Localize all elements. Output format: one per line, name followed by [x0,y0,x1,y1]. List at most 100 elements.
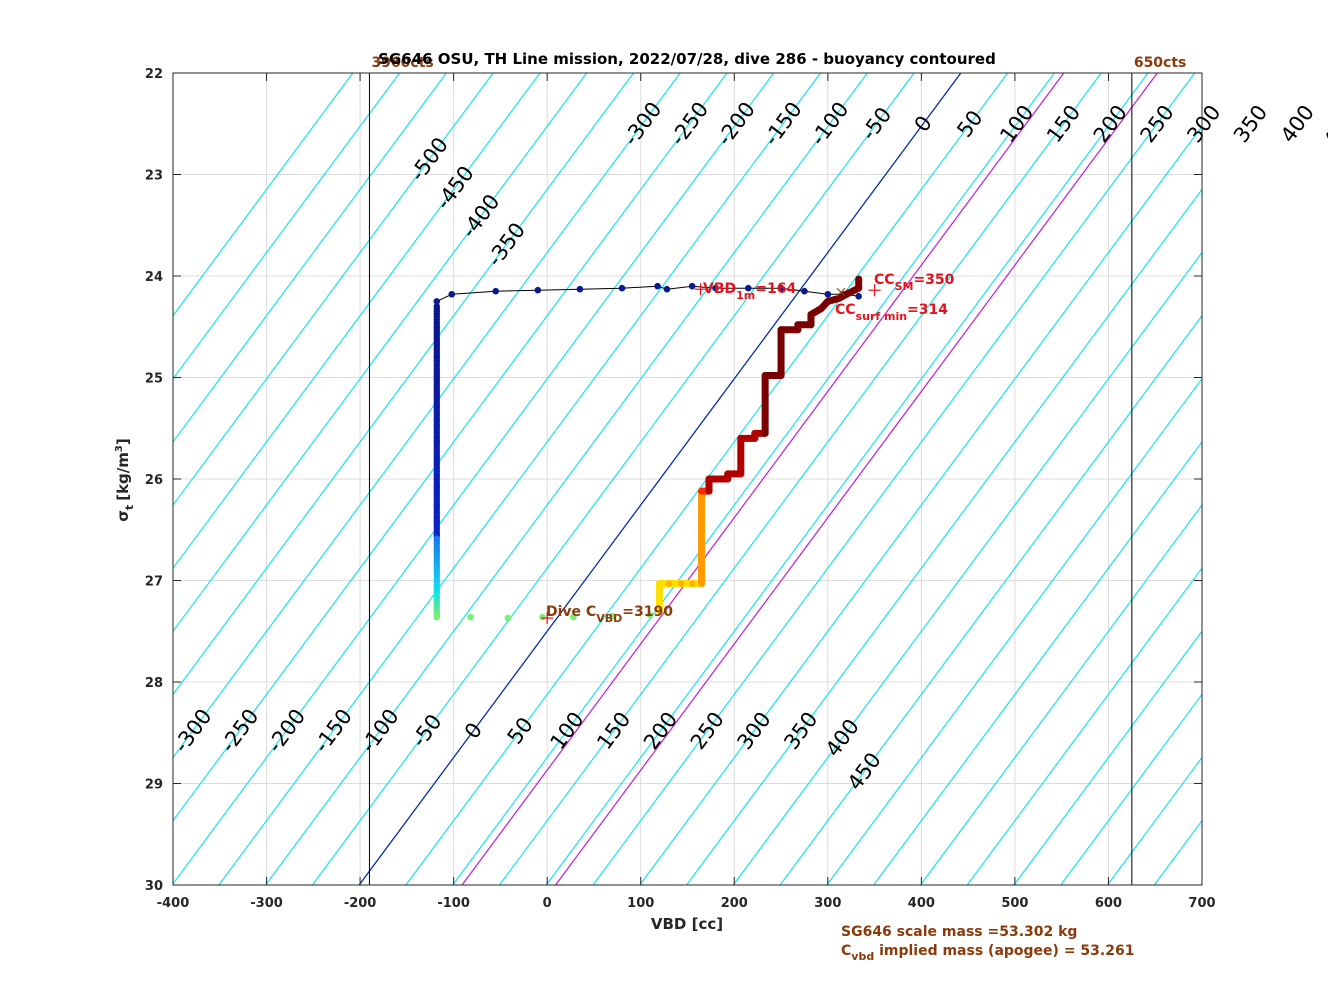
contour-line [499,73,1102,885]
vbd-limit-label: 3960cts [371,55,433,71]
y-tick-label: 27 [145,575,163,590]
contour-line [686,188,1202,885]
descent-point [618,284,626,292]
annotation-cc-sm: CCSM=350 [874,272,955,293]
contour-line [545,73,1149,885]
bottom-point [646,611,654,619]
descent-point [824,290,832,298]
y-tick-label: 28 [145,676,163,691]
descent-point [855,293,862,300]
contour-line [173,73,494,506]
contour-label: 350 [1229,101,1272,148]
annotation-cc-surf-min-text: CCsurf min=314 [835,302,948,323]
descent-point [654,282,661,290]
descent-point [576,285,584,293]
contour-line [173,73,447,443]
x-tick-label: 100 [627,896,654,911]
contour-line [873,440,1202,885]
y-tick-label: 24 [145,270,163,285]
vbd-limit-lines: 3960cts 650cts [368,55,1187,885]
y-tick-label: 29 [145,778,163,793]
annotation-dive-c-vbd: Dive CVBD=3190 [546,604,673,625]
contour-line [966,567,1202,885]
contour-line [311,73,915,885]
annotation-cc-surf-min: CCsurf min=314 [835,302,948,323]
cc-surf-min-marker [836,287,846,297]
contour-line [826,377,1202,885]
ascent-point [688,580,696,587]
contour-line [218,73,821,885]
contour-line [173,73,541,570]
footer-implied-mass: Cvbd implied mass (apogee) = 53.261 [841,943,1134,963]
chart-title: SG646 OSU, TH Line mission, 2022/07/28, … [378,50,996,68]
annotation-vbd-1m: VBD1m=164 [703,281,796,302]
descent-point [663,285,671,293]
contour-line [173,73,401,380]
x-tick-label: -400 [157,896,190,911]
descent-point [534,286,542,294]
x-tick-label: 600 [1095,896,1122,911]
bottom-point [433,613,441,621]
descent-point [712,284,719,292]
annotation-cc-sm-text: CCSM=350 [874,272,955,293]
x-tick-label: 500 [1001,896,1028,911]
descent-point [745,284,752,292]
vbd-limit-label: 650cts [1134,55,1187,71]
x-tick-label: 0 [543,896,552,911]
x-tick-label: 400 [908,896,935,911]
descent-point [433,298,441,305]
contour-label: 450 [1319,106,1328,153]
x-tick-label: -200 [344,896,377,911]
dive-points [433,275,863,622]
highlight-contour-line [461,73,1065,885]
y-tick-label: 23 [145,169,163,184]
y-tick-label: 30 [145,879,163,894]
contour-line [732,251,1202,885]
x-tick-label: -100 [437,896,470,911]
bottom-point [504,614,512,622]
bottom-point [609,612,616,620]
contour-line [173,73,354,317]
ascent-point [665,580,672,587]
annotation-vbd-1m-text: VBD1m=164 [703,281,796,302]
contour-label: 400 [1276,101,1319,148]
descent-point [492,287,500,295]
highlight-contour-line [555,73,1158,885]
x-axis-label: VBD [cc] [651,915,723,933]
x-tick-label: 200 [721,896,748,911]
bottom-point [539,613,546,621]
y-tick-label: 26 [145,473,163,488]
contour-line [779,314,1202,885]
contour-line [265,73,868,885]
y-axis-label: σt[kg/m3] [114,438,136,521]
contour-line [173,73,588,633]
highlight-contour-line [358,73,962,885]
ascent-point [677,580,685,587]
descent-point [777,284,785,292]
contour-line [639,125,1202,885]
descent-point [448,290,456,298]
descent-point [688,282,696,290]
y-tick-label: 22 [145,67,163,82]
contour-line [173,73,634,696]
buoyancy-contours [173,73,1202,885]
y-tick-label: 25 [145,372,163,387]
contour-line [919,504,1202,885]
contour-line [173,73,728,822]
x-tick-label: 300 [814,896,841,911]
contour-line [452,73,1055,885]
contour-line [592,73,1196,885]
descent-point [801,287,808,295]
contour-line [173,73,775,885]
contour-line [173,73,681,759]
markers [541,283,881,625]
bottom-point [570,613,577,621]
contour-line [1060,693,1202,885]
x-tick-label: -300 [250,896,283,911]
annotation-dive-c-vbd-text: Dive CVBD=3190 [546,604,673,625]
bottom-point [467,613,474,621]
contour-line [1013,630,1202,885]
x-tick-label: 700 [1188,896,1215,911]
grid [172,72,1203,886]
